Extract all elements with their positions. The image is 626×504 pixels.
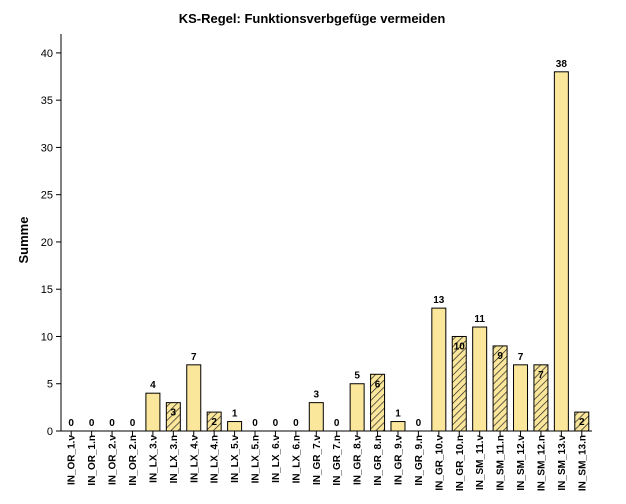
data-label: 7: [518, 352, 524, 363]
x-tick-label: IN_LX_5.v: [230, 435, 241, 483]
x-tick-label: IN_GR_10.v: [434, 435, 445, 491]
data-label: 3: [171, 408, 177, 419]
data-label: 5: [354, 371, 360, 382]
x-tick-label: IN_SM_12.n: [536, 435, 547, 491]
bar: [227, 421, 243, 432]
chart-title: KS-Regel: Funktionsverbgefüge vermeiden: [179, 11, 446, 26]
data-label: 0: [109, 418, 115, 429]
x-tick-label: IN_GR_7.v: [312, 435, 323, 485]
data-label: 10: [454, 341, 466, 352]
data-label: 2: [579, 417, 585, 428]
y-tick-label: 10: [41, 331, 53, 343]
x-tick-label: IN_GR_7.n: [332, 435, 343, 486]
data-label: 3: [314, 390, 320, 401]
x-tick-label: IN_OR_2.v: [108, 435, 119, 485]
data-label: 2: [211, 417, 217, 428]
data-label: 0: [293, 418, 299, 429]
data-label: 7: [538, 370, 544, 381]
x-tick-label: IN_GR_10.n: [455, 435, 466, 491]
x-tick-label: IN_GR_8.v: [353, 435, 364, 485]
data-label: 4: [150, 380, 156, 391]
data-label: 11: [474, 314, 485, 325]
data-label: 9: [497, 351, 503, 362]
data-label: 6: [375, 379, 381, 390]
bar: [308, 402, 324, 432]
data-label: 0: [252, 418, 258, 429]
x-axis: IN_OR_1.v IN_OR_1.n IN_OR_2.v IN_OR_2.n IN_L…: [61, 430, 592, 491]
y-tick-label: 5: [47, 379, 53, 391]
data-label: 0: [334, 418, 340, 429]
x-tick-label: IN_SM_13.v: [557, 435, 568, 491]
y-tick-label: 40: [41, 48, 53, 60]
x-tick-label: IN_SM_13.n: [577, 435, 588, 491]
y-tick-label: 30: [41, 142, 53, 154]
x-tick-label: IN_LX_5.n: [251, 435, 262, 483]
y-tick-label: 20: [41, 237, 53, 249]
x-tick-label: IN_GR_9.v: [393, 435, 404, 485]
x-tick-label: IN_LX_3.v: [148, 435, 159, 483]
y-tick-label: 0: [47, 426, 53, 438]
data-label: 0: [68, 418, 74, 429]
bar: [186, 364, 202, 432]
bar: [513, 364, 529, 432]
y-tick-label: 25: [41, 190, 53, 202]
bar: [472, 326, 488, 432]
data-label: 38: [556, 59, 568, 70]
bar: [553, 71, 569, 432]
x-tick-label: IN_LX_4.v: [189, 435, 200, 483]
y-tick-label: 15: [41, 284, 53, 296]
x-tick-label: IN_GR_8.n: [373, 435, 384, 486]
x-tick-label: IN_GR_9.n: [414, 435, 425, 486]
data-label: 0: [416, 418, 422, 429]
data-label: 0: [273, 418, 279, 429]
x-tick-label: IN_LX_4.n: [210, 435, 221, 483]
data-label: 7: [191, 352, 197, 363]
y-axis: 0 5 10 15 20 25 30 35 40: [41, 34, 62, 438]
y-axis-label: Summe: [16, 217, 31, 264]
data-label: 0: [130, 418, 136, 429]
x-tick-label: IN_OR_1.v: [67, 435, 78, 485]
x-tick-label: IN_SM_11.v: [475, 435, 486, 490]
data-label: 1: [232, 409, 238, 420]
x-tick-label: IN_LX_6.v: [271, 435, 282, 483]
x-tick-label: IN_SM_12.v: [516, 435, 527, 491]
x-tick-label: IN_LX_6.n: [291, 435, 302, 483]
data-label: 1: [395, 409, 401, 420]
bars: [145, 71, 590, 432]
bar: [145, 392, 161, 432]
bar: [431, 307, 447, 432]
x-tick-label: IN_OR_1.n: [87, 435, 98, 486]
data-label: 13: [433, 295, 445, 306]
x-tick-label: IN_LX_3.n: [169, 435, 180, 483]
x-tick-label: IN_OR_2.n: [128, 435, 139, 486]
x-tick-label: IN_SM_11.n: [496, 435, 507, 491]
data-label: 0: [89, 418, 95, 429]
bar: [390, 421, 406, 432]
bar: [349, 383, 365, 432]
y-tick-label: 35: [41, 95, 53, 107]
